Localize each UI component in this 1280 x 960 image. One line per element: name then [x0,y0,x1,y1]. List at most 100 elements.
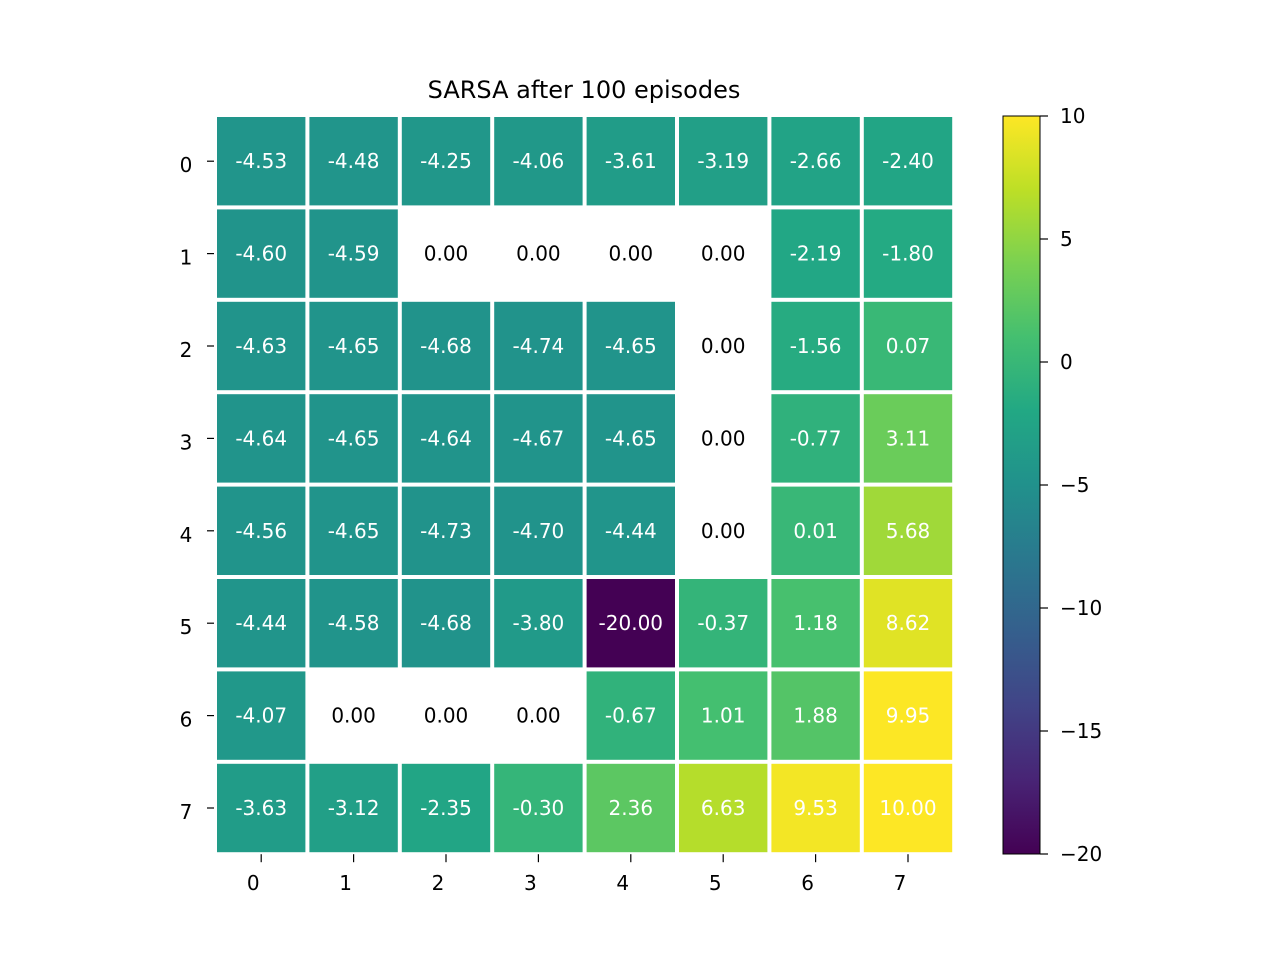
cell-value-label: -2.40 [882,149,934,173]
cell-value-label: -4.59 [328,242,380,266]
x-axis: 0 1 2 3 4 5 6 7 [247,854,909,895]
cell-value-label: -4.67 [513,426,565,450]
chart-title: SARSA after 100 episodes [428,76,741,104]
cell-value-label: 0.00 [701,519,746,543]
cell-value-label: 6.63 [701,796,746,820]
cell-value-label: -2.19 [790,242,842,266]
heatmap-cell [586,671,675,760]
cell-value-label: 1.01 [701,704,746,728]
cell-value-label: -4.58 [328,611,380,635]
cell-value-label: -4.65 [605,426,657,450]
cell-value-label: -4.60 [235,242,287,266]
cell-value-label: 9.53 [793,796,838,820]
cell-value-label: -4.65 [328,519,380,543]
colorbar-tick-label: −10 [1060,596,1102,620]
colorbar: 10 5 0 −5 −10 −15 −20 [1002,104,1102,866]
cell-value-label: -4.73 [420,519,472,543]
cell-value-label: -0.30 [513,796,565,820]
y-tick-label: 3 [180,430,193,454]
y-tick-label: 2 [180,338,193,362]
cell-value-label: 9.95 [886,704,931,728]
heatmap-cell [771,209,860,298]
heatmap-cell [771,394,860,483]
cell-value-label: 1.18 [793,611,838,635]
heatmap-cell [771,486,860,575]
heatmap-cell [494,763,583,853]
cell-value-label: 0.00 [424,242,469,266]
heatmap-cell [771,763,860,853]
heatmap-cell [494,301,583,391]
heatmap-cell [309,117,398,206]
cell-value-label: -4.48 [328,149,380,173]
heatmap-cell [401,579,491,668]
cell-value-label: -4.44 [235,611,287,635]
heatmap-cell [679,117,768,206]
cell-value-label: 1.88 [793,704,838,728]
heatmap-cell [401,301,491,391]
heatmap-cell [863,486,953,575]
heatmap-cell [771,579,860,668]
cell-value-label: 0.00 [331,704,376,728]
cell-value-label: -4.53 [235,149,287,173]
x-tick-label: 1 [339,871,352,895]
cell-value-label: -4.25 [420,149,472,173]
cell-value-label: 0.00 [701,334,746,358]
heatmap-cell [401,117,491,206]
cell-value-label: -20.00 [599,611,663,635]
cell-value-label: 0.00 [701,242,746,266]
heatmap-cell [309,209,398,298]
cell-value-label: -4.70 [513,519,565,543]
cell-value-label: -0.77 [790,426,842,450]
cell-value-label: -4.68 [420,334,472,358]
heatmap-cell [863,671,953,760]
heatmap-cell [401,486,491,575]
heatmap-cell [863,763,953,853]
colorbar-tick-label: −20 [1060,842,1102,866]
cell-value-label: 0.00 [516,704,561,728]
heatmap-cell [217,579,306,668]
cell-value-label: 3.11 [886,426,931,450]
heatmap-cell [679,671,768,760]
heatmap-cell [217,209,306,298]
heatmap-cell [586,486,675,575]
y-tick-label: 1 [180,246,193,270]
heatmap-cell [494,394,583,483]
heatmap-cell [309,486,398,575]
x-tick-label: 4 [616,871,629,895]
heatmap-cell [309,301,398,391]
heatmap-cell [494,486,583,575]
heatmap-cell [217,117,306,206]
y-axis: 0 1 2 3 4 5 6 7 [180,153,214,824]
heatmap-cell [217,301,306,391]
cell-value-label: 2.36 [609,796,654,820]
heatmap-cell [863,394,953,483]
colorbar-tick-label: 0 [1060,350,1073,374]
cell-value-label: -4.65 [605,334,657,358]
heatmap-cell [771,117,860,206]
y-tick-label: 7 [180,800,193,824]
x-tick-label: 0 [247,871,260,895]
cell-value-label: 0.00 [516,242,561,266]
cell-value-label: -4.06 [513,149,565,173]
heatmap-cell [863,117,953,206]
heatmap-cell [771,671,860,760]
colorbar-tick-label: 5 [1060,227,1073,251]
colorbar-bar [1002,115,1041,855]
y-tick-label: 6 [180,708,193,732]
heatmap-grid: -4.53 -4.48 -4.25 -4.06 -3.61 -3.19 -2.66 -2.40… [217,117,953,853]
heatmap-cell [586,763,675,853]
cell-value-label: -3.63 [235,796,287,820]
x-tick-label: 5 [709,871,722,895]
cell-value-label: -0.67 [605,704,657,728]
heatmap-cell [863,579,953,668]
cell-value-label: -0.37 [697,611,749,635]
cell-value-label: -3.12 [328,796,380,820]
cell-value-label: -4.68 [420,611,472,635]
colorbar-tick-label: −15 [1060,719,1102,743]
heatmap-cell [586,117,675,206]
x-tick-label: 3 [524,871,537,895]
heatmap-cell [401,763,491,853]
cell-value-label: -3.80 [513,611,565,635]
heatmap-cell [309,763,398,853]
